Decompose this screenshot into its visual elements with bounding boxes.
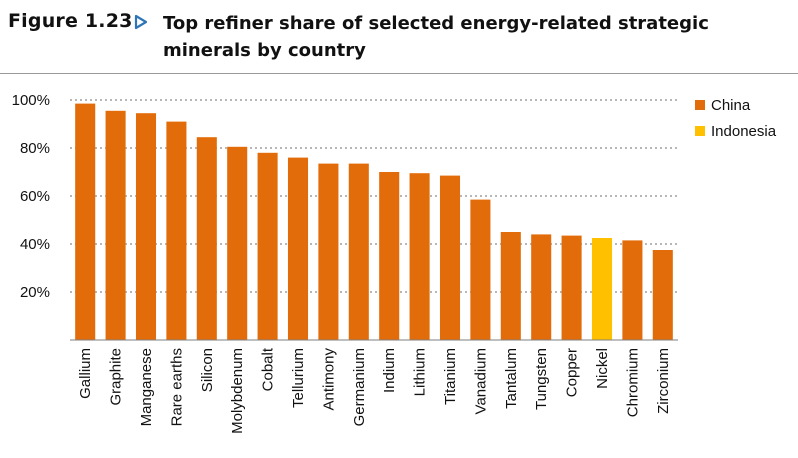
x-tick-label: Germanium (351, 348, 368, 426)
x-tick-label: Tantalum (503, 348, 520, 409)
x-tick-label: Silicon (199, 348, 216, 392)
bar-indium (379, 172, 400, 340)
bar-lithium (409, 173, 430, 340)
bar-molybdenum (227, 146, 248, 340)
bar-tungsten (531, 234, 552, 340)
legend-swatch-indonesia (695, 126, 705, 136)
bar-manganese (135, 113, 157, 340)
triangle-right-outline-icon (134, 14, 148, 30)
x-tick-label: Indium (381, 348, 398, 393)
x-tick-label: Titanium (442, 348, 459, 405)
legend-swatch-china (695, 100, 705, 110)
bar-tantalum (500, 232, 521, 340)
bar-vanadium (470, 199, 491, 340)
x-tick-label: Graphite (108, 348, 125, 406)
bar-rare-earths (166, 121, 187, 340)
bar-chromium (622, 240, 643, 340)
y-tick-label: 20% (20, 284, 50, 301)
bar-antimony (318, 163, 339, 340)
bars (75, 103, 673, 340)
x-tick-label: Tungsten (533, 348, 550, 410)
x-tick-label: Nickel (594, 348, 611, 389)
header-divider (0, 73, 798, 74)
legend-label-china: China (711, 97, 751, 114)
bar-chart: 20% 40% 60% 80% 100% Gallium Graphite Manganes… (12, 92, 777, 434)
bar-nickel (591, 238, 613, 340)
bar-germanium (348, 163, 369, 340)
x-tick-label: Gallium (77, 348, 94, 399)
bar-silicon (196, 137, 217, 340)
x-tick-label: Molybdenum (229, 348, 246, 434)
figure-header: Figure 1.23 Top refiner share of selecte… (8, 8, 788, 70)
gridlines (70, 99, 678, 293)
bar-zirconium (652, 250, 673, 340)
bar-cobalt (257, 152, 278, 340)
bar-titanium (439, 175, 461, 340)
y-tick-label: 80% (20, 140, 50, 157)
x-tick-label: Zirconium (655, 348, 672, 414)
x-tick-label: Tellurium (290, 348, 307, 408)
bar-copper (561, 235, 582, 340)
bar-graphite (105, 110, 126, 340)
y-tick-label: 100% (12, 92, 50, 109)
x-tick-label: Antimony (320, 348, 337, 411)
x-tick-label: Chromium (624, 348, 641, 417)
x-tick-label: Lithium (412, 348, 429, 396)
y-axis-ticks: 20% 40% 60% 80% 100% (12, 92, 50, 301)
x-tick-label: Copper (564, 348, 581, 397)
y-tick-label: 40% (20, 236, 50, 253)
bar-tellurium (287, 157, 309, 340)
x-tick-label: Vanadium (472, 348, 489, 414)
x-tick-label: Cobalt (260, 347, 277, 391)
figure-title: Top refiner share of selected energy-rel… (163, 13, 709, 61)
legend: China Indonesia (695, 97, 777, 140)
x-tick-label: Rare earths (168, 348, 185, 426)
bar-gallium (75, 103, 96, 340)
x-axis-labels: Gallium Graphite Manganese Rare earths Silic… (77, 347, 672, 434)
legend-label-indonesia: Indonesia (711, 123, 777, 140)
x-tick-label: Manganese (138, 348, 155, 426)
y-tick-label: 60% (20, 188, 50, 205)
figure-label: Figure 1.23 (8, 10, 133, 32)
